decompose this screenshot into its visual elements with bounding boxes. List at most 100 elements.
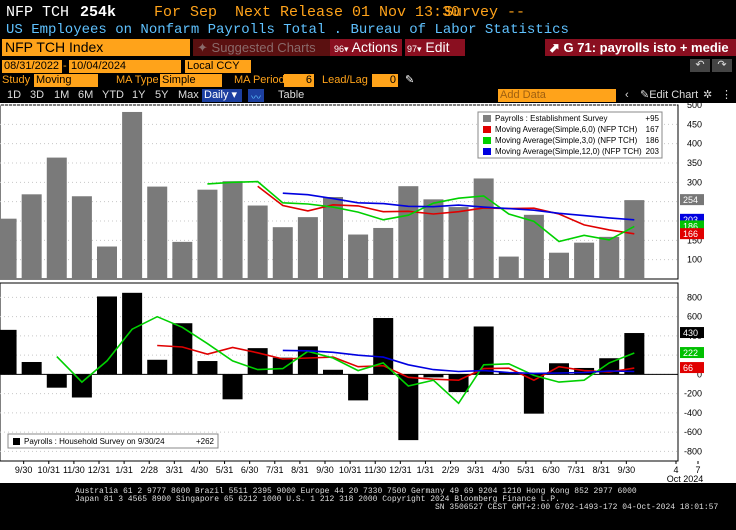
bar-0-1 — [21, 194, 42, 279]
add-data-field[interactable]: Add Data — [498, 89, 616, 102]
next-release: Next Release 01 Nov 13:30 — [235, 4, 461, 21]
x-tick-label-8: 5/31 — [216, 465, 234, 475]
chart-name-bar[interactable]: ⬈ G 71: payrolls isto + medie — [545, 39, 736, 56]
actions-label: Actions — [351, 39, 398, 55]
last-value-tag-0-1 — [680, 213, 704, 225]
security-header: NFP TCH 254k For Sep Next Release 01 Nov… — [0, 0, 736, 22]
footer: Australia 61 2 9777 8600 Brazil 5511 239… — [0, 484, 736, 530]
legend-household: Payrolls : Household Survey on 9/30/24 +2… — [7, 433, 219, 449]
security-field-text: NFP TCH Index — [5, 39, 104, 55]
range-3d[interactable]: 3D — [30, 89, 45, 101]
currency-field[interactable]: Local CCY — [185, 60, 251, 73]
end-date-field[interactable]: 10/04/2024 — [69, 60, 181, 73]
ma-type-label: MA Type — [116, 74, 159, 86]
bar-0-19 — [473, 178, 494, 279]
y-tick-label-0-0: 100 — [687, 255, 702, 265]
footer-session: SN 3506527 CEST GMT+2:00 G702-1493-172 0… — [435, 503, 719, 512]
bar-1-5 — [122, 292, 143, 375]
x-year-label: Oct 2024 — [667, 474, 704, 483]
last-value-text-0-1: 203 — [683, 215, 698, 225]
lightbulb-icon: ✦ — [197, 40, 208, 55]
study-field[interactable]: Moving Aver — [34, 74, 98, 99]
actions-button[interactable]: 96▾ Actions — [330, 39, 402, 56]
more-icon[interactable]: ⋮ — [721, 89, 732, 101]
bar-0-12 — [297, 217, 318, 279]
x-tick-label-6: 3/31 — [166, 465, 184, 475]
bar-0-7 — [172, 241, 193, 279]
x-tick-label-13: 10/31 — [339, 465, 362, 475]
x-tick-label-19: 4/30 — [492, 465, 510, 475]
suggested-charts-button[interactable]: ✦ Suggested Charts — [193, 39, 343, 56]
x-axis: 9/30 10/31 11/30 12/31 1/31 2/28 3/31 4/30 5/31 6… — [15, 461, 703, 483]
last-value-tag-0-0 — [680, 194, 704, 206]
pencil-icon-2: ✎ — [640, 89, 650, 101]
y-tick-label-1-1: -600 — [684, 427, 702, 437]
security-field[interactable]: NFP TCH Index — [2, 39, 190, 56]
bar-0-3 — [71, 196, 92, 279]
bar-0-2 — [46, 157, 67, 279]
frequency-select[interactable]: Daily ▾ — [202, 89, 242, 102]
undo-button[interactable]: ↶ — [690, 59, 710, 72]
legend-label-2: Moving Average(Simple,3,0) (NFP TCH) — [495, 136, 638, 145]
dropdown-icon-2: 97▾ — [407, 44, 422, 54]
range-max[interactable]: Max — [178, 89, 199, 101]
chevron-left-icon[interactable]: ‹ — [625, 89, 629, 101]
y-tick-label-0-1: 150 — [687, 235, 702, 245]
range-5y[interactable]: 5Y — [155, 89, 169, 101]
description: US Employees on Nonfarm Payrolls Total .… — [6, 22, 569, 38]
range-1y[interactable]: 1Y — [132, 89, 146, 101]
series-line-1-0 — [157, 344, 635, 382]
series-line-0-2 — [282, 192, 635, 221]
bar-0-0 — [0, 218, 17, 279]
line-chart-icon[interactable]: 〰 — [248, 89, 264, 104]
x-tick-label-12: 9/30 — [316, 465, 334, 475]
chart-settings-icon[interactable]: ✲ — [703, 89, 713, 101]
toolbar: NFP TCH Index ✦ Suggested Charts 96▾ Act… — [0, 39, 736, 56]
bar-0-24 — [599, 236, 620, 279]
series-line-1-2 — [282, 349, 635, 375]
legend-value-1: 167 — [646, 125, 660, 134]
ma-period-field[interactable]: 6 — [284, 74, 314, 87]
redo-button[interactable]: ↷ — [712, 59, 732, 72]
bar-0-18 — [448, 207, 469, 279]
start-date-field[interactable]: 08/31/2022 — [2, 60, 62, 73]
range-6m[interactable]: 6M — [78, 89, 94, 101]
legend-swatch-3 — [483, 148, 491, 155]
x-tick-label-4: 1/31 — [115, 465, 133, 475]
bar-1-16 — [398, 374, 419, 441]
range-1d[interactable]: 1D — [7, 89, 22, 101]
pencil-icon[interactable]: ✎ — [405, 74, 415, 86]
chart-area: 100150200250300350400450500254203186166 … — [0, 103, 736, 483]
bar-1-4 — [97, 296, 117, 375]
bar-1-21 — [523, 374, 544, 414]
study-label: Study — [2, 74, 31, 86]
last-value-text-1-2: 66 — [683, 363, 693, 373]
lead-lag-field[interactable]: 0 — [372, 74, 398, 87]
last-value: 254k — [80, 4, 117, 21]
range-row: 1D 3D 1M 6M YTD 1Y 5Y Max Daily ▾ 〰 Tabl… — [0, 88, 736, 104]
period-label: For Sep — [154, 4, 218, 21]
bar-0-9 — [222, 181, 243, 279]
edit-chart-button[interactable]: ✎Edit Chart — [640, 88, 698, 102]
bar-0-10 — [247, 205, 268, 279]
study-row: Study Moving Aver MA Type Simple MA Peri… — [0, 74, 736, 99]
bar-0-21 — [523, 214, 544, 279]
x-tick-label-14: 11/30 — [364, 465, 386, 475]
y-tick-label-1-7: 600 — [687, 312, 702, 322]
table-button[interactable]: Table — [278, 89, 305, 101]
bar-1-18 — [448, 374, 469, 393]
legend-box-bottom — [7, 433, 219, 449]
bar-0-22 — [549, 252, 569, 279]
bar-1-1 — [21, 361, 42, 375]
last-value-tag-0-3 — [680, 228, 704, 240]
x-tick-label-0: 9/30 — [15, 465, 33, 475]
frequency-value: Daily — [204, 89, 229, 101]
ma-type-field[interactable]: Simple — [160, 74, 222, 87]
x-tick-label-18: 3/31 — [467, 465, 485, 475]
bar-1-6 — [147, 359, 168, 375]
edit-button[interactable]: 97▾ Edit — [405, 39, 465, 56]
legend-value-3: 203 — [646, 147, 660, 156]
external-link-icon: ⬈ — [549, 40, 560, 55]
range-ytd[interactable]: YTD — [102, 89, 124, 101]
range-1m[interactable]: 1M — [54, 89, 70, 101]
